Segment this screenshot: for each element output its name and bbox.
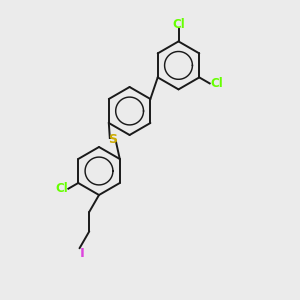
Text: Cl: Cl (56, 182, 68, 195)
Text: Cl: Cl (172, 17, 185, 31)
Text: S: S (108, 133, 117, 146)
Text: Cl: Cl (210, 77, 223, 90)
Text: I: I (80, 247, 85, 260)
